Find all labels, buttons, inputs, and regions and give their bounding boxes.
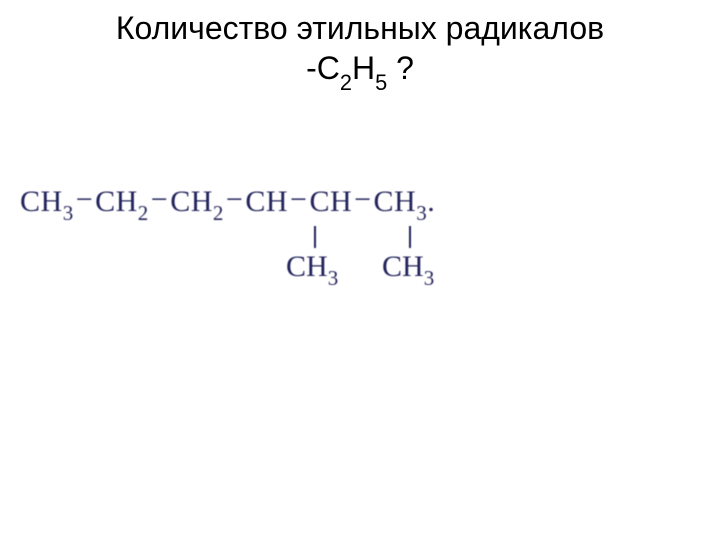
structural-formula: CH3−CH2−CH2−CH−CH−CH3. CH3 CH3 xyxy=(20,185,435,294)
group-3-sub: 2 xyxy=(213,201,224,225)
branch-2-c: CH xyxy=(382,250,424,283)
branch-1-bond xyxy=(314,226,316,248)
title-line1: Количество этильных радикалов xyxy=(116,10,604,46)
bond-3: − xyxy=(224,183,245,217)
branch-1-label: CH3 xyxy=(286,250,338,289)
branch-2-bond xyxy=(409,226,411,248)
title-sub1: 2 xyxy=(340,70,352,95)
group-2-sub: 2 xyxy=(138,201,149,225)
branch-1-sub: 3 xyxy=(328,266,339,290)
title-formula-mid: Н xyxy=(352,50,375,86)
branch-1-c: CH xyxy=(286,250,328,283)
group-5: CH xyxy=(309,185,352,218)
slide: Количество этильных радикалов -С2Н5 ? CH… xyxy=(0,0,720,540)
group-1-sub: 3 xyxy=(63,201,74,225)
title-sub2: 5 xyxy=(375,70,387,95)
bond-4: − xyxy=(288,183,309,217)
branch-2-label: CH3 xyxy=(382,250,434,289)
group-3: CH xyxy=(170,185,213,218)
group-6-sub: 3 xyxy=(416,201,427,225)
group-6: CH xyxy=(374,185,417,218)
title-formula-prefix: -С xyxy=(306,50,340,86)
slide-title: Количество этильных радикалов -С2Н5 ? xyxy=(0,8,720,93)
bond-5: − xyxy=(352,183,373,217)
title-suffix: ? xyxy=(387,50,414,86)
branch-area: CH3 CH3 xyxy=(20,224,435,294)
group-4: CH xyxy=(245,185,288,218)
group-1: CH xyxy=(20,185,63,218)
terminal-dot: . xyxy=(427,185,435,218)
bond-1: − xyxy=(74,183,95,217)
branch-2-sub: 3 xyxy=(424,266,435,290)
main-chain: CH3−CH2−CH2−CH−CH−CH3. xyxy=(20,185,435,224)
group-2: CH xyxy=(95,185,138,218)
bond-2: − xyxy=(149,183,170,217)
